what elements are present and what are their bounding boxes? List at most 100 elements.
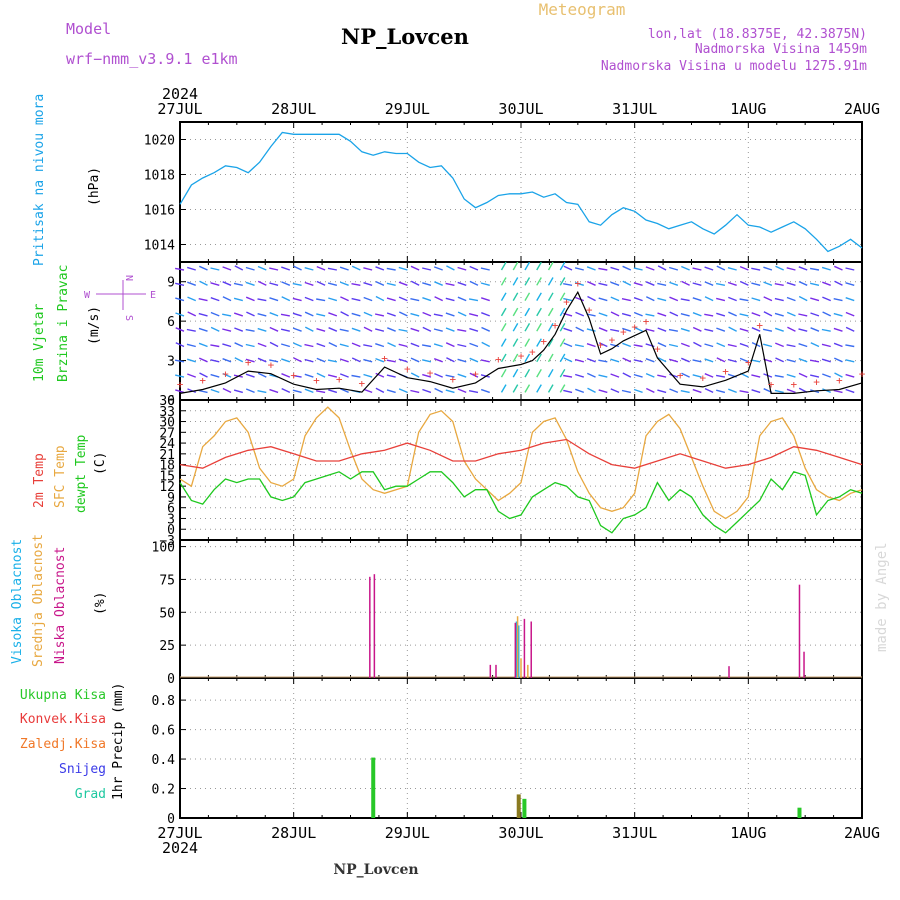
wind-arrow	[692, 267, 702, 271]
wind-arrow	[293, 265, 302, 271]
wind-arrow	[469, 265, 479, 271]
wind-arrow	[480, 267, 490, 271]
wind-arrows	[174, 261, 855, 394]
conv-rain-label: Konvek.Kisa	[20, 712, 106, 727]
wind-arrow	[774, 312, 784, 317]
wind-arrow	[668, 328, 678, 332]
wind-arrow	[398, 281, 408, 286]
wind-arrow	[657, 342, 667, 348]
wind-arrow	[245, 358, 255, 363]
wind-arrow	[798, 372, 808, 378]
wind-arrow	[739, 357, 749, 363]
wind-arrow	[547, 368, 554, 378]
wind-arrow	[269, 282, 279, 286]
wind-arrow	[457, 343, 467, 348]
wind-arrow	[269, 267, 279, 271]
wind-arrow	[363, 311, 373, 317]
wind-arrow	[245, 343, 255, 348]
wind-arrow	[512, 368, 519, 378]
wind-arrow	[575, 311, 585, 317]
wind-gust-mark: +	[722, 365, 729, 378]
wind-arrow	[559, 338, 566, 347]
wind-gust-mark: +	[768, 378, 775, 391]
wind-arrow	[622, 372, 632, 378]
wind-arrow	[245, 266, 255, 271]
precip-ytick-label: 0	[167, 812, 175, 827]
wind-arrow	[187, 296, 197, 302]
model-label: Model	[66, 20, 111, 38]
wind-arrow	[500, 353, 507, 363]
wind-arrow	[563, 357, 573, 363]
wind-arrow	[692, 297, 702, 302]
wind-arrow	[751, 297, 761, 302]
wind-arrow	[175, 282, 185, 286]
wind-arrow	[398, 358, 408, 363]
wind-arrow	[445, 282, 455, 286]
temp-ytick-label: 36	[159, 394, 175, 409]
wind-gust-mark: +	[620, 326, 627, 339]
wind-arrow	[669, 311, 679, 317]
wind-arrow	[351, 265, 361, 271]
wind-arrow	[433, 328, 443, 332]
wind-arrow	[763, 281, 773, 286]
wind-arrow	[727, 267, 737, 271]
time-tick-label-bottom: 1AUG	[730, 824, 766, 842]
wind-arrow	[316, 265, 326, 271]
wind-arrow	[339, 358, 349, 363]
wind-arrow	[500, 307, 507, 317]
wind-arrow	[727, 281, 737, 286]
wind-arrow	[469, 357, 479, 363]
wind-arrow	[186, 328, 196, 332]
wind-arrow	[621, 389, 631, 394]
wind-arrow	[233, 297, 243, 302]
wind-unit: (m/s)	[87, 306, 102, 345]
wind-arrow	[257, 298, 267, 302]
wind-arrow	[198, 298, 208, 302]
temp-ytick-label: 12	[159, 480, 175, 495]
wind-arrow	[304, 358, 314, 363]
time-tick-label-top: 1AUG	[730, 100, 766, 118]
wind-arrow	[445, 374, 455, 378]
wind-arrow	[774, 297, 784, 302]
wind-arrow	[363, 358, 373, 363]
wind-arrow	[375, 387, 385, 394]
cloud-unit: (%)	[93, 592, 108, 615]
wind-arrow	[304, 326, 314, 332]
wind-arrow	[657, 297, 667, 302]
wind-arrow	[657, 389, 667, 394]
wind-arrow	[575, 296, 585, 302]
wind-gust-mark: +	[290, 369, 297, 382]
wind-arrow	[775, 342, 784, 348]
wind-arrow	[187, 388, 197, 394]
wind-arrow	[386, 374, 396, 378]
wind-arrow	[327, 267, 337, 271]
wind-arrow	[845, 267, 855, 271]
wind-arrow	[210, 373, 220, 378]
wind-arrow	[622, 265, 632, 271]
wind-arrow	[786, 358, 796, 363]
wind-arrow	[524, 368, 531, 378]
pressure-ytick-label: 1018	[144, 169, 175, 184]
wind-arrow	[693, 341, 702, 348]
wind-arrow	[327, 282, 338, 286]
wind-arrow	[586, 266, 596, 271]
dewpt-line	[179, 471, 863, 534]
wind-arrow	[257, 280, 267, 286]
wind-arrow	[410, 265, 420, 271]
hail-label: Grad	[75, 787, 106, 802]
wind-arrow	[210, 388, 220, 394]
wind-arrow	[681, 357, 690, 363]
wind-arrow	[410, 389, 420, 394]
wind-arrow	[524, 338, 531, 347]
wind-arrow	[692, 312, 702, 317]
wind-arrow	[210, 359, 220, 363]
wind-gust-mark: +	[677, 369, 684, 382]
wind-arrow	[680, 342, 690, 348]
wind-arrow	[500, 261, 507, 271]
wind-arrow	[245, 328, 255, 332]
wind-arrow	[293, 357, 302, 363]
wind-arrow	[422, 359, 432, 363]
wind-arrow	[422, 297, 432, 302]
wind-arrow	[680, 390, 690, 394]
